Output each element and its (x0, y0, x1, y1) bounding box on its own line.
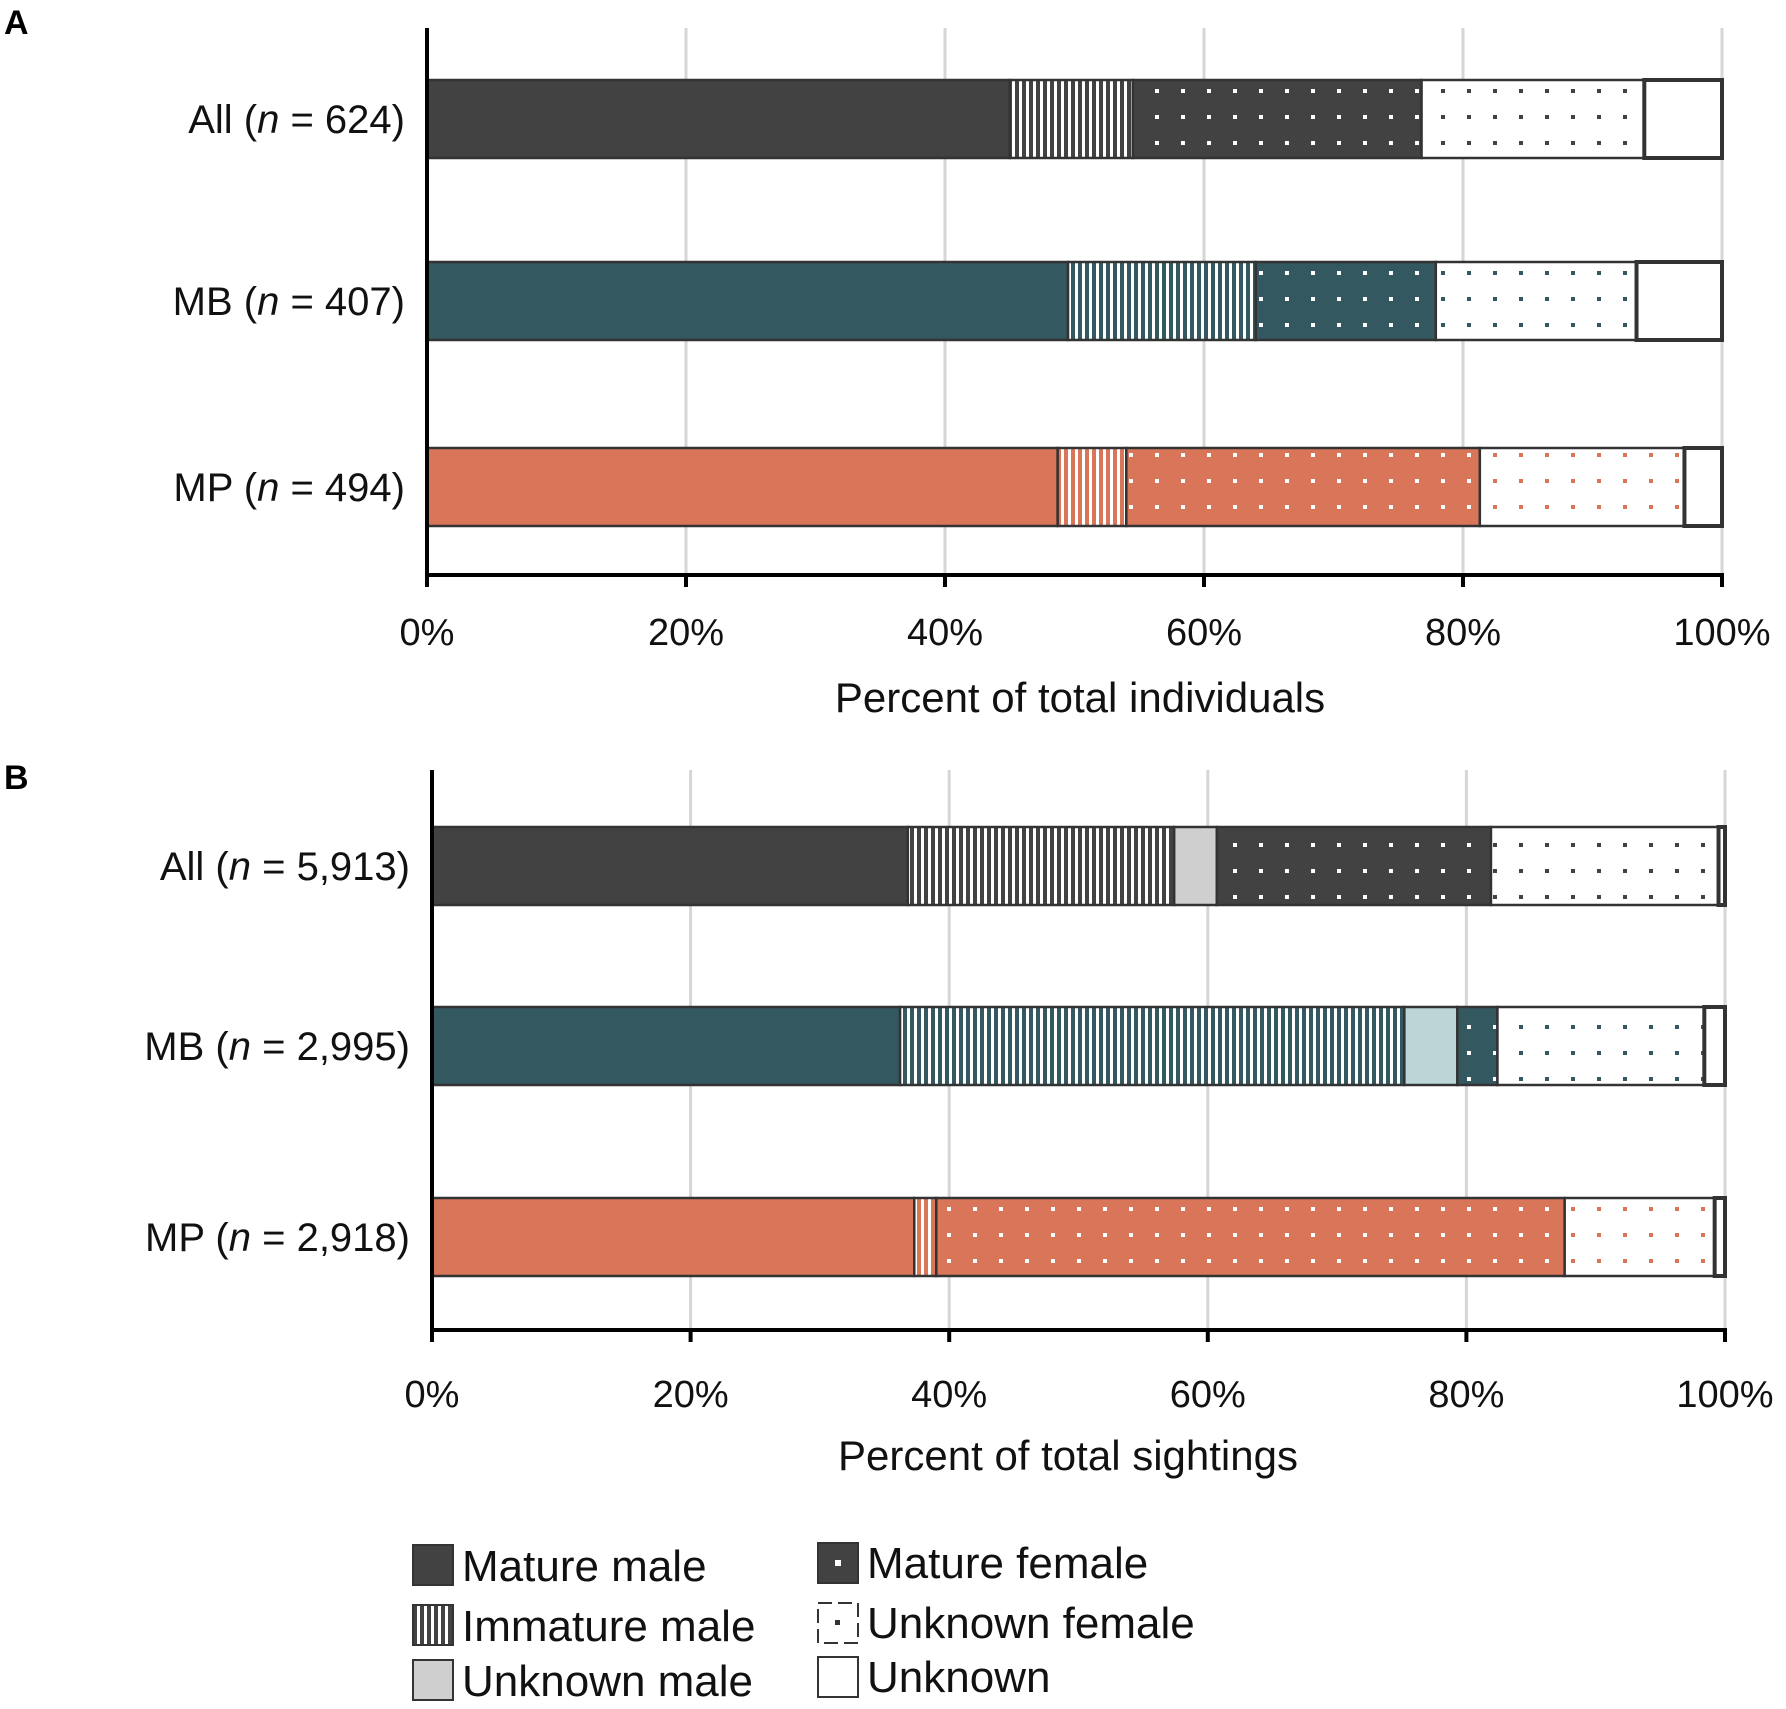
panel-b-bars (430, 825, 1728, 1278)
legend-swatch-unknown-female-dot (835, 1620, 840, 1625)
panel-a-tick-label: 60% (1166, 612, 1242, 654)
panel-b-tick-label: 40% (911, 1374, 987, 1416)
panel-b-bar-mp-immature-male (913, 1196, 938, 1278)
panel-a-bar-mb-unknown-female (1434, 260, 1638, 342)
panel-a-bar-mp-immature-male (1056, 446, 1128, 528)
panel-a-bar-mb-mature-male (425, 260, 1070, 342)
panel-a-letter: A (4, 4, 29, 42)
legend-label-unknown: Unknown (867, 1653, 1050, 1702)
panel-b-tick-label: 20% (653, 1374, 729, 1416)
panel-b-tick-label: 80% (1428, 1374, 1504, 1416)
panel-a-bar-mp-mature-female (1125, 446, 1482, 528)
panel-a-category-label-mb: MB (n = 407) (173, 280, 405, 324)
panel-b-x-axis-title: Percent of total sightings (838, 1432, 1298, 1479)
panel-b-bar-mp-unknown-female (1563, 1196, 1716, 1278)
panel-b-bar-mb-unknown-male (1403, 1005, 1459, 1087)
panel-b-category-label-mb: MB (n = 2,995) (144, 1025, 410, 1069)
panel-b-tick-label: 0% (405, 1374, 460, 1416)
legend-swatch-unknown (817, 1656, 859, 1698)
panel-a-bar-all-unknown-female (1420, 78, 1646, 160)
panel-a-category-labels: All (n = 624) MB (n = 407) MP (n = 494) (173, 98, 405, 510)
panel-b-letter: B (4, 759, 29, 797)
panel-a-bar-mb-mature-female (1254, 260, 1438, 342)
panel-a-bar-mb-immature-male (1066, 260, 1258, 342)
panel-b-bar-mp-mature-female (935, 1196, 1566, 1278)
panel-b-category-label-mp: MP (n = 2,918) (145, 1216, 410, 1260)
panel-b-bar-all-unknown-male (1172, 825, 1219, 907)
panel-b-axes (430, 770, 1727, 1342)
panel-b-bar-mb-unknown-female (1496, 1005, 1706, 1087)
panel-a-axes (425, 28, 1724, 587)
legend-swatch-unknown-male (412, 1659, 454, 1701)
panel-a-bar-all-mature-female (1131, 78, 1423, 160)
panel-b-bar-mp-mature-male (430, 1196, 916, 1278)
panel-a: A All (n = 624)MB (n = 407)MP (n = 494) … (4, 4, 1771, 721)
panel-b-bar-mb-unknown (1702, 1005, 1728, 1087)
legend: Mature male Immature male Unknown male M… (412, 1539, 1195, 1706)
panel-a-tick-label: 0% (400, 612, 455, 654)
panel-b-tick-label: 100% (1676, 1374, 1773, 1416)
legend-swatch-unknown-female (817, 1602, 859, 1644)
legend-label-mature-male: Mature male (462, 1542, 707, 1591)
panel-a-tick-label: 80% (1425, 612, 1501, 654)
panel-b-bar-mb-immature-male (898, 1005, 1406, 1087)
panel-a-bar-all-unknown (1642, 78, 1725, 160)
panel-b-bar-all-unknown (1716, 825, 1728, 907)
panel-a-tick-label: 100% (1673, 612, 1770, 654)
legend-swatch-mature-male (412, 1544, 454, 1586)
panel-b: B All (n = 5,913) MB (n = 2,995) MP (n = 2… (4, 759, 1774, 1479)
legend-label-unknown-female: Unknown female (867, 1599, 1195, 1648)
panel-b-tick-labels: 0% 20% 40% 60% 80% 100% (405, 1374, 1774, 1416)
panel-a-bar-mp-mature-male (425, 446, 1059, 528)
panel-b-bar-mp-unknown (1712, 1196, 1728, 1278)
legend-swatch-immature-male (412, 1604, 454, 1646)
panel-a-bar-mb-unknown (1634, 260, 1725, 342)
panel-b-bar-mb-mature-female (1456, 1005, 1499, 1087)
legend-label-immature-male: Immature male (462, 1602, 755, 1651)
panel-a-bar-all-immature-male (1008, 78, 1135, 160)
panel-a-tick-label: 20% (648, 612, 724, 654)
panel-b-bar-mb-mature-male (430, 1005, 902, 1087)
panel-b-bar-all-mature-male (430, 825, 910, 907)
panel-b-bar-all-unknown-female (1489, 825, 1720, 907)
panel-a-bar-mp-unknown (1682, 446, 1724, 528)
panel-a-tick-labels: 0% 20% 40% 60% 80% 100% (400, 612, 1771, 654)
legend-label-mature-female: Mature female (867, 1539, 1148, 1588)
panel-a-x-axis-title: Percent of total individuals (835, 674, 1325, 721)
panel-a-bars (425, 78, 1725, 528)
panel-a-category-label-mp: MP (n = 494) (173, 466, 405, 510)
panel-a-category-label-all: All (n = 624) (188, 98, 405, 142)
panel-b-bar-all-immature-male (906, 825, 1176, 907)
legend-label-unknown-male: Unknown male (462, 1657, 753, 1706)
panel-b-tick-label: 60% (1170, 1374, 1246, 1416)
panel-a-tick-label: 40% (907, 612, 983, 654)
panel-b-category-labels: All (n = 5,913) MB (n = 2,995) MP (n = 2,9… (144, 845, 410, 1260)
panel-a-bar-mp-unknown-female (1478, 446, 1686, 528)
legend-swatch-mature-female-dot (835, 1560, 841, 1566)
panel-a-bar-all-mature-male (425, 78, 1011, 160)
panel-b-bar-all-mature-female (1215, 825, 1493, 907)
panel-b-category-label-all: All (n = 5,913) (160, 845, 410, 889)
